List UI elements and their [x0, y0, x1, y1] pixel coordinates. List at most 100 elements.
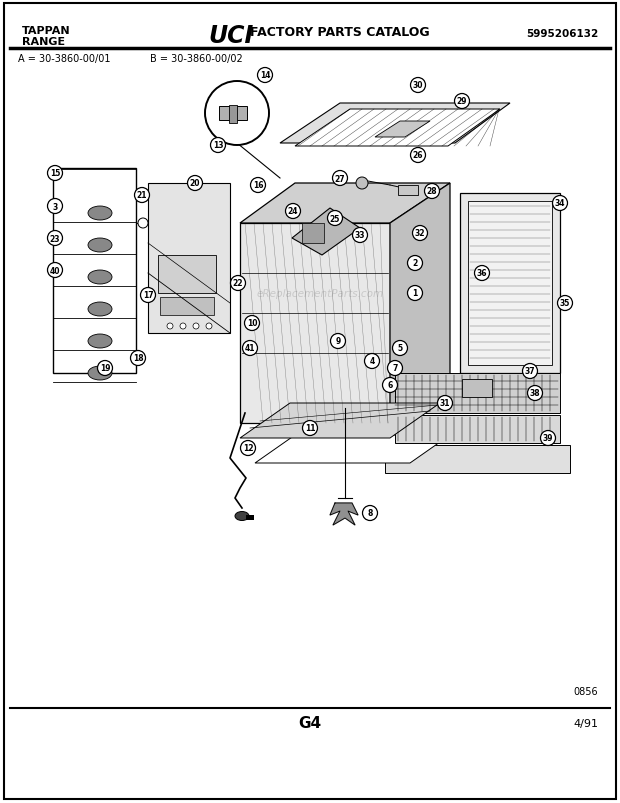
Polygon shape [375, 122, 430, 138]
Circle shape [206, 324, 212, 329]
Text: FACTORY PARTS CATALOG: FACTORY PARTS CATALOG [250, 26, 430, 39]
Circle shape [407, 286, 422, 301]
Text: 14: 14 [260, 71, 270, 80]
Circle shape [412, 226, 428, 241]
Text: 37: 37 [525, 367, 535, 376]
Circle shape [410, 79, 425, 93]
Ellipse shape [88, 238, 112, 253]
Bar [462, 380, 492, 397]
Text: 23: 23 [50, 234, 60, 243]
Circle shape [135, 188, 149, 203]
Circle shape [330, 334, 345, 349]
Text: 11: 11 [305, 424, 315, 433]
Circle shape [552, 196, 567, 211]
Polygon shape [385, 446, 570, 474]
Text: 5: 5 [397, 344, 402, 353]
Text: 29: 29 [457, 97, 467, 106]
Circle shape [97, 361, 112, 376]
Circle shape [528, 386, 542, 401]
Circle shape [167, 324, 173, 329]
Polygon shape [395, 415, 560, 443]
Circle shape [541, 431, 556, 446]
Circle shape [48, 263, 63, 278]
Text: 3: 3 [52, 202, 58, 211]
Text: 9: 9 [335, 337, 340, 346]
Ellipse shape [88, 366, 112, 381]
Circle shape [388, 361, 402, 376]
Text: 27: 27 [335, 174, 345, 183]
Circle shape [383, 378, 397, 393]
Text: 38: 38 [529, 389, 540, 398]
Polygon shape [295, 110, 500, 147]
Text: G4: G4 [298, 715, 322, 731]
Text: 6: 6 [388, 381, 392, 390]
Bar [302, 224, 324, 243]
Text: 15: 15 [50, 169, 60, 178]
Text: 5995206132: 5995206132 [526, 29, 598, 39]
Circle shape [557, 296, 572, 311]
Circle shape [438, 396, 453, 411]
Polygon shape [240, 224, 390, 423]
Circle shape [303, 421, 317, 436]
Text: 4/91: 4/91 [573, 718, 598, 728]
Circle shape [523, 364, 538, 379]
Circle shape [410, 149, 425, 163]
Circle shape [241, 441, 255, 456]
Text: UCI: UCI [208, 24, 253, 48]
Text: 20: 20 [190, 179, 200, 188]
Text: 10: 10 [247, 319, 257, 328]
Text: RANGE: RANGE [22, 37, 65, 47]
Text: 13: 13 [213, 141, 223, 150]
Ellipse shape [88, 271, 112, 284]
Ellipse shape [88, 303, 112, 316]
Bar [229, 106, 237, 124]
Circle shape [353, 228, 368, 243]
Text: 24: 24 [288, 207, 298, 216]
Polygon shape [460, 194, 560, 373]
Circle shape [356, 177, 368, 190]
Circle shape [138, 218, 148, 229]
Polygon shape [280, 104, 510, 144]
Polygon shape [148, 184, 230, 333]
Text: B = 30-3860-00/02: B = 30-3860-00/02 [150, 54, 243, 64]
Bar [160, 298, 214, 316]
Text: A = 30-3860-00/01: A = 30-3860-00/01 [18, 54, 110, 64]
Circle shape [211, 138, 226, 153]
Text: 21: 21 [137, 191, 148, 200]
Circle shape [392, 341, 407, 356]
Polygon shape [240, 184, 450, 224]
Circle shape [48, 166, 63, 181]
Polygon shape [330, 503, 358, 525]
Circle shape [48, 231, 63, 247]
Text: eReplacementParts.com: eReplacementParts.com [257, 288, 384, 299]
Circle shape [187, 177, 203, 191]
Circle shape [365, 354, 379, 369]
Text: 30: 30 [413, 81, 423, 91]
Bar [468, 202, 552, 365]
Text: 19: 19 [100, 364, 110, 373]
Text: 35: 35 [560, 300, 570, 308]
Polygon shape [240, 403, 440, 438]
Text: 41: 41 [245, 344, 255, 353]
Text: 7: 7 [392, 364, 397, 373]
Text: 40: 40 [50, 266, 60, 275]
Text: 22: 22 [232, 279, 243, 288]
Circle shape [285, 204, 301, 219]
Text: 28: 28 [427, 187, 437, 196]
Circle shape [180, 324, 186, 329]
Text: 17: 17 [143, 291, 153, 300]
Text: 25: 25 [330, 214, 340, 223]
Circle shape [242, 341, 257, 356]
Ellipse shape [88, 335, 112, 349]
Circle shape [48, 199, 63, 214]
Circle shape [425, 184, 440, 199]
Ellipse shape [235, 512, 249, 521]
Text: 39: 39 [542, 434, 553, 443]
Text: 18: 18 [133, 354, 143, 363]
Bar [53, 169, 136, 373]
Polygon shape [255, 435, 450, 463]
Circle shape [257, 68, 273, 84]
Bar [158, 255, 216, 294]
Circle shape [141, 288, 156, 303]
Bar [246, 516, 254, 520]
